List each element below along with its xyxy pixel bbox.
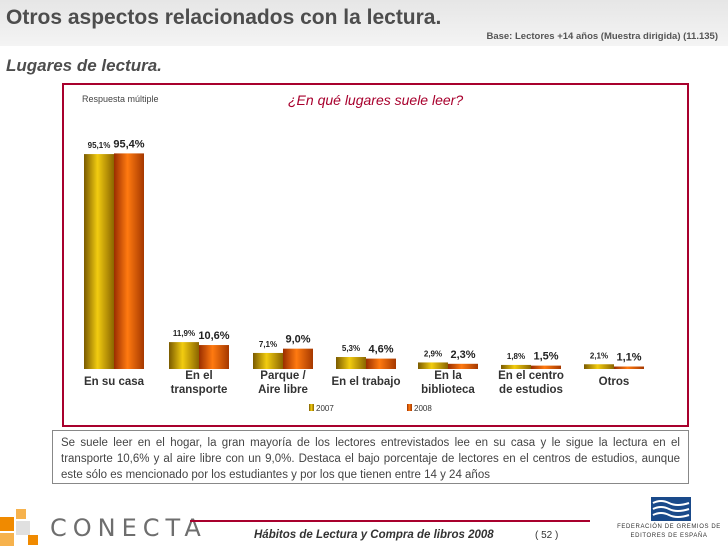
bar-2008-0 xyxy=(114,153,144,369)
bar-2008-5 xyxy=(531,365,561,369)
data-label-2008-4: 2,3% xyxy=(450,349,475,361)
header-band xyxy=(0,0,728,46)
category-label-2-0: Parque / xyxy=(260,370,306,382)
bar-2007-6 xyxy=(584,364,614,369)
base-note: Base: Lectores +14 años (Muestra dirigid… xyxy=(486,31,718,42)
footer-divider xyxy=(190,520,590,522)
bar-2007-3 xyxy=(336,357,366,369)
bar-2007-1 xyxy=(169,342,199,369)
summary-text: Se suele leer en el hogar, la gran mayor… xyxy=(52,430,689,484)
data-label-2007-1: 11,9% xyxy=(173,329,195,338)
category-label-6-0: Otros xyxy=(599,376,630,388)
bar-2007-4 xyxy=(418,362,448,369)
conecta-logo-mark xyxy=(0,509,38,546)
chart-frame: Respuesta múltiple ¿En qué lugares suele… xyxy=(62,83,689,427)
bar-2007-2 xyxy=(253,352,283,369)
federacion-logo-text: FEDERACIÓN DE GREMIOS DE EDITORES DE ESP… xyxy=(617,524,721,539)
data-label-2007-2: 7,1% xyxy=(259,340,277,349)
category-label-2-1: Aire libre xyxy=(258,384,308,396)
bar-2007-5 xyxy=(501,364,531,369)
category-label-3-0: En el trabajo xyxy=(331,376,400,388)
bar-2008-2 xyxy=(283,348,313,369)
data-label-2008-1: 10,6% xyxy=(198,330,229,342)
bar-2008-6 xyxy=(614,366,644,369)
footer-publication: Hábitos de Lectura y Compra de libros 20… xyxy=(254,529,494,541)
bar-chart: 95,1% 95,4% En su casa 11,9% 10,6% En el trans… xyxy=(84,138,644,413)
bar-2008-3 xyxy=(366,358,396,369)
section-title: Lugares de lectura. xyxy=(6,56,162,75)
chart-subtitle: Respuesta múltiple xyxy=(82,94,159,104)
category-label-4-0: En la xyxy=(434,370,462,382)
data-label-2007-5: 1,8% xyxy=(507,352,525,361)
page-number: ( 52 ) xyxy=(535,530,559,541)
chart-title: ¿En qué lugares suele leer? xyxy=(288,92,464,108)
data-label-2008-6: 1,1% xyxy=(616,352,641,364)
data-label-2007-3: 5,3% xyxy=(342,344,360,353)
legend-label-2007: 2007 xyxy=(316,404,334,413)
data-label-2008-5: 1,5% xyxy=(533,351,558,363)
category-label-0-0: En su casa xyxy=(84,376,145,388)
legend-swatch-2008 xyxy=(407,404,412,411)
data-label-2007-0: 95,1% xyxy=(88,141,111,150)
page-title: Otros aspectos relacionados con la lectu… xyxy=(6,6,442,29)
bar-2008-1 xyxy=(199,345,229,369)
legend-label-2008: 2008 xyxy=(414,404,432,413)
data-label-2007-6: 2,1% xyxy=(590,351,608,360)
bar-2008-4 xyxy=(448,363,478,369)
conecta-logo-text: CONECTA xyxy=(50,514,207,542)
category-label-5-0: En el centro xyxy=(498,370,564,382)
data-label-2008-0: 95,4% xyxy=(113,138,144,150)
data-label-2008-2: 9,0% xyxy=(285,334,310,346)
bar-2007-0 xyxy=(84,154,114,369)
data-label-2007-4: 2,9% xyxy=(424,349,442,358)
category-label-4-1: biblioteca xyxy=(421,384,475,396)
legend-swatch-2007 xyxy=(309,404,314,411)
category-label-1-0: En el xyxy=(185,370,212,382)
category-label-5-1: de estudios xyxy=(499,384,563,396)
category-label-1-1: transporte xyxy=(171,384,228,396)
federacion-logo-mark xyxy=(651,497,691,521)
data-label-2008-3: 4,6% xyxy=(368,344,393,356)
